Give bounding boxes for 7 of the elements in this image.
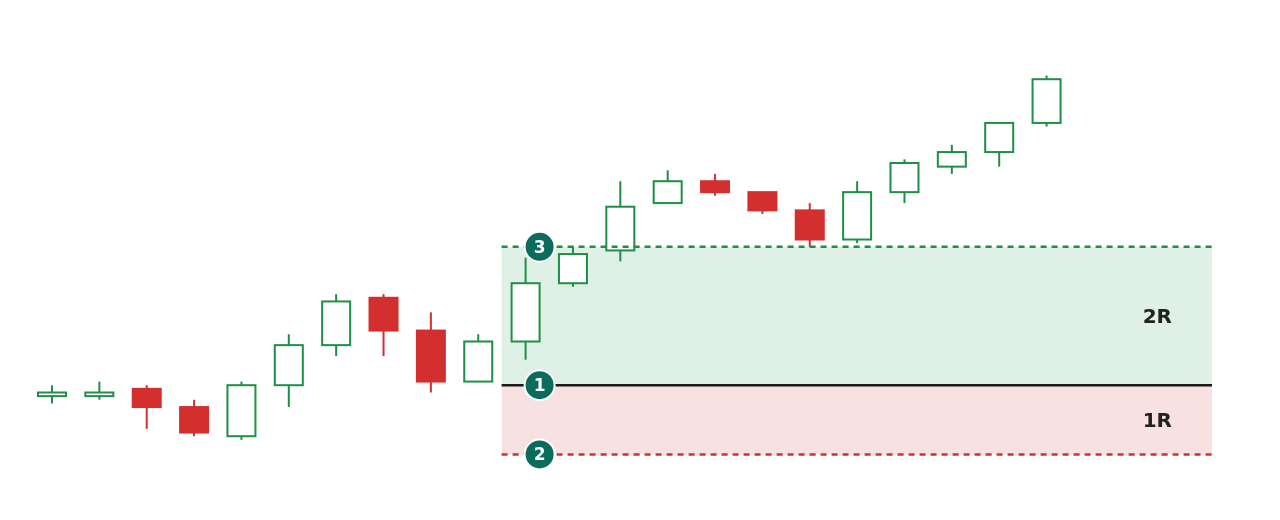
candlestick — [84, 380, 115, 401]
band-label: 1R — [1142, 407, 1172, 432]
annotation: 1 — [533, 375, 546, 396]
band-label: 2R — [1142, 304, 1172, 329]
annotation: 2 — [533, 444, 546, 465]
annotation: 3 — [533, 236, 546, 257]
candlestick — [37, 384, 67, 405]
